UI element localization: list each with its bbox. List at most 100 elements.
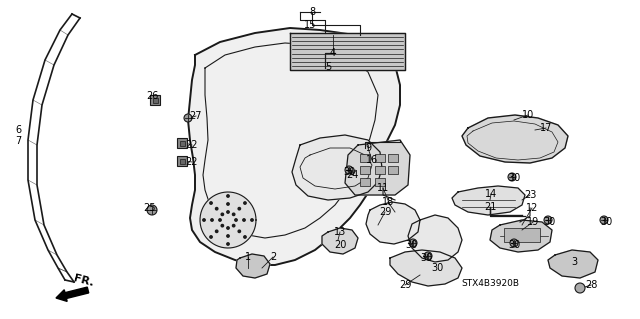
- Text: 9: 9: [365, 143, 371, 153]
- Text: 23: 23: [524, 190, 536, 200]
- Polygon shape: [390, 250, 462, 286]
- Text: 30: 30: [600, 217, 612, 227]
- Circle shape: [227, 211, 229, 213]
- Text: 7: 7: [15, 136, 21, 146]
- Text: 1: 1: [245, 252, 251, 262]
- Text: 21: 21: [484, 202, 496, 212]
- Text: 22: 22: [186, 140, 198, 150]
- Circle shape: [227, 203, 229, 205]
- Text: 17: 17: [540, 123, 552, 133]
- Text: 30: 30: [431, 263, 443, 273]
- Bar: [388, 166, 398, 174]
- Polygon shape: [200, 192, 256, 248]
- Text: 11: 11: [377, 183, 389, 193]
- Bar: [504, 228, 540, 242]
- Text: 20: 20: [334, 240, 346, 250]
- Circle shape: [251, 219, 253, 221]
- Text: 15: 15: [304, 20, 316, 30]
- Text: 28: 28: [585, 280, 597, 290]
- Bar: [179, 159, 184, 164]
- Text: 3: 3: [571, 257, 577, 267]
- Text: 18: 18: [382, 197, 394, 207]
- Text: 13: 13: [334, 227, 346, 237]
- Polygon shape: [236, 254, 270, 278]
- Circle shape: [216, 230, 218, 233]
- Polygon shape: [290, 33, 405, 70]
- Circle shape: [227, 243, 229, 245]
- Text: FR.: FR.: [72, 273, 94, 288]
- Circle shape: [544, 216, 552, 224]
- Circle shape: [227, 195, 229, 197]
- Circle shape: [345, 166, 353, 174]
- Text: 10: 10: [522, 110, 534, 120]
- Text: STX4B3920B: STX4B3920B: [461, 279, 519, 288]
- Polygon shape: [548, 250, 598, 278]
- Circle shape: [424, 252, 432, 260]
- Circle shape: [600, 216, 608, 224]
- Circle shape: [232, 213, 235, 216]
- Polygon shape: [366, 202, 420, 244]
- Circle shape: [210, 236, 212, 238]
- Text: 29: 29: [399, 280, 411, 290]
- Circle shape: [508, 173, 516, 181]
- Circle shape: [219, 219, 221, 221]
- Circle shape: [210, 202, 212, 204]
- Text: 30: 30: [420, 253, 432, 263]
- Circle shape: [575, 283, 585, 293]
- Polygon shape: [408, 215, 462, 262]
- Bar: [375, 178, 385, 186]
- Circle shape: [238, 207, 241, 210]
- Circle shape: [244, 236, 246, 238]
- Bar: [375, 154, 385, 162]
- Circle shape: [238, 230, 241, 233]
- Bar: [375, 166, 385, 174]
- Polygon shape: [490, 220, 552, 252]
- Text: 30: 30: [508, 240, 520, 250]
- Circle shape: [184, 114, 192, 122]
- Text: 24: 24: [346, 170, 358, 180]
- Bar: [177, 156, 187, 166]
- Polygon shape: [292, 135, 382, 200]
- Text: 27: 27: [189, 111, 202, 121]
- Bar: [388, 154, 398, 162]
- Polygon shape: [345, 140, 410, 195]
- Polygon shape: [322, 228, 358, 254]
- Bar: [150, 95, 160, 105]
- Circle shape: [510, 239, 518, 247]
- Text: 6: 6: [15, 125, 21, 135]
- Bar: [360, 178, 370, 186]
- Bar: [360, 166, 370, 174]
- Bar: [179, 140, 184, 145]
- Text: 5: 5: [325, 62, 331, 72]
- Text: 14: 14: [485, 189, 497, 199]
- FancyArrow shape: [56, 287, 89, 301]
- Polygon shape: [462, 115, 568, 163]
- Circle shape: [203, 219, 205, 221]
- Circle shape: [221, 225, 223, 227]
- Text: 30: 30: [508, 173, 520, 183]
- Text: 30: 30: [543, 217, 555, 227]
- Circle shape: [221, 213, 223, 216]
- Circle shape: [243, 219, 245, 221]
- Circle shape: [227, 227, 229, 229]
- Circle shape: [216, 207, 218, 210]
- Text: 29: 29: [379, 207, 391, 217]
- Circle shape: [232, 225, 235, 227]
- Text: 22: 22: [186, 157, 198, 167]
- Circle shape: [235, 219, 237, 221]
- Text: 2: 2: [270, 252, 276, 262]
- Bar: [152, 98, 157, 102]
- Text: 16: 16: [366, 155, 378, 165]
- Text: 4: 4: [330, 48, 336, 58]
- Text: 26: 26: [146, 91, 158, 101]
- Circle shape: [211, 219, 213, 221]
- Circle shape: [244, 202, 246, 204]
- Text: 19: 19: [527, 217, 539, 227]
- Text: 30: 30: [343, 167, 355, 177]
- Polygon shape: [188, 28, 400, 265]
- Circle shape: [147, 205, 157, 215]
- Bar: [177, 138, 187, 148]
- Circle shape: [227, 235, 229, 237]
- Bar: [360, 154, 370, 162]
- Text: 8: 8: [309, 7, 315, 17]
